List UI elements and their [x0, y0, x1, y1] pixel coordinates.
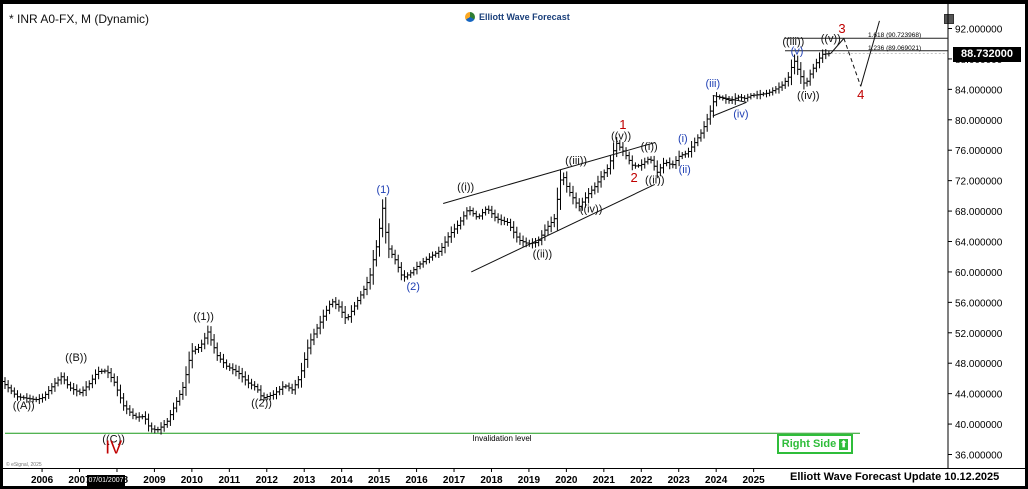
wave-label: ((v))	[611, 131, 631, 143]
invalidation-label: Invalidation level	[472, 434, 531, 443]
y-tick-label: 72.000000	[955, 177, 1003, 188]
y-tick-label: 60.000000	[955, 268, 1003, 279]
x-tick-label: 2014	[331, 475, 354, 486]
ewf-logo-icon	[465, 12, 475, 22]
y-tick-label: 80.000000	[955, 116, 1003, 127]
wave-label: ((iii))	[782, 36, 804, 48]
x-tick-label: 2022	[630, 475, 653, 486]
wave-label: ((C))	[102, 433, 125, 445]
wave-label: IV	[105, 438, 122, 458]
wave-label: ((2))	[251, 398, 272, 410]
wave-label: ((i))	[457, 182, 474, 194]
x-tick-label: 2019	[518, 475, 541, 486]
y-tick-label: 40.000000	[955, 420, 1003, 431]
date-cursor-label: 07/01/2007	[87, 475, 125, 486]
wave-label: (2)	[406, 281, 419, 293]
projection-wave-4	[843, 38, 862, 87]
y-tick-label: 48.000000	[955, 359, 1003, 370]
wave-label: ((B))	[65, 352, 87, 364]
x-tick-label: 2018	[480, 475, 503, 486]
x-tick-label: 2011	[218, 475, 240, 486]
y-tick-label: 68.000000	[955, 207, 1003, 218]
wave-label: ((i))	[641, 141, 658, 153]
wave-label: 4	[857, 87, 864, 102]
wave-label: ((ii))	[645, 175, 665, 187]
brand-logo-text: Elliott Wave Forecast	[479, 12, 570, 22]
wave-label: (i)	[678, 133, 688, 145]
x-tick-label: 2017	[443, 475, 466, 486]
up-arrow-icon: ⬆	[839, 438, 849, 450]
right-side-label: Right Side	[781, 438, 837, 450]
trend-line	[443, 142, 655, 204]
wave-label: ((1))	[193, 311, 214, 323]
x-tick-label: 2021	[593, 475, 616, 486]
wave-label: ((A))	[13, 400, 35, 412]
x-tick-label: 2006	[31, 475, 54, 486]
trend-line	[712, 94, 747, 103]
wave-label: ((iii))	[565, 155, 587, 167]
wave-label: 3	[838, 21, 845, 36]
x-tick-label: 2013	[293, 475, 316, 486]
y-tick-label: 76.000000	[955, 146, 1003, 157]
trend-line	[471, 183, 655, 273]
projection-wave-5	[860, 20, 880, 87]
wave-label: (v)	[791, 45, 804, 57]
wave-label: (iv)	[733, 109, 748, 121]
x-tick-label: 2023	[668, 475, 691, 486]
y-tick-label: 84.000000	[955, 85, 1003, 96]
x-tick-label: 2024	[705, 475, 728, 486]
y-tick-label: 64.000000	[955, 238, 1003, 249]
x-tick-label: 2012	[256, 475, 279, 486]
copyright-text: © eSignal, 2025	[6, 462, 42, 468]
footer-update-text: Elliott Wave Forecast Update 10.12.2025	[790, 471, 1000, 483]
wave-label: ((iv))	[580, 204, 603, 216]
y-tick-label: 36.000000	[955, 451, 1003, 462]
wave-label: ((ii))	[533, 248, 553, 260]
trend-line	[712, 101, 747, 117]
x-tick-label: 2015	[368, 475, 391, 486]
brand-logo: Elliott Wave Forecast	[465, 12, 570, 22]
y-tick-label: 92.000000	[955, 25, 1003, 36]
wave-label: ((iv))	[797, 90, 820, 102]
x-tick-label: 2010	[181, 475, 204, 486]
wave-label: ((v))	[821, 33, 841, 45]
y-tick-label: 44.000000	[955, 390, 1003, 401]
y-tick-label: 56.000000	[955, 298, 1003, 309]
y-tick-label: 52.000000	[955, 329, 1003, 340]
fib-level-label: 1.236 (89.069021)	[868, 45, 921, 52]
projection-wave-3	[830, 38, 845, 54]
x-tick-label: 2007	[68, 475, 91, 486]
chart-title: * INR A0-FX, M (Dynamic)	[9, 12, 150, 26]
wave-label: 1	[619, 117, 626, 132]
wave-label: (iii)	[705, 78, 720, 90]
wave-label: (1)	[377, 184, 390, 196]
chart-settings-icon[interactable]	[944, 14, 954, 24]
x-tick-label: 2025	[743, 475, 766, 486]
wave-label: (ii)	[679, 164, 691, 176]
x-tick-label: 2009	[143, 475, 166, 486]
current-price-tag: 88.732000	[953, 47, 1021, 62]
wave-label: 2	[631, 170, 638, 185]
right-side-badge: Right Side ⬆	[777, 434, 853, 454]
fib-level-label: 1.618 (90.723968)	[868, 32, 921, 39]
x-tick-label: 2020	[555, 475, 578, 486]
x-tick-label: 2016	[405, 475, 428, 486]
